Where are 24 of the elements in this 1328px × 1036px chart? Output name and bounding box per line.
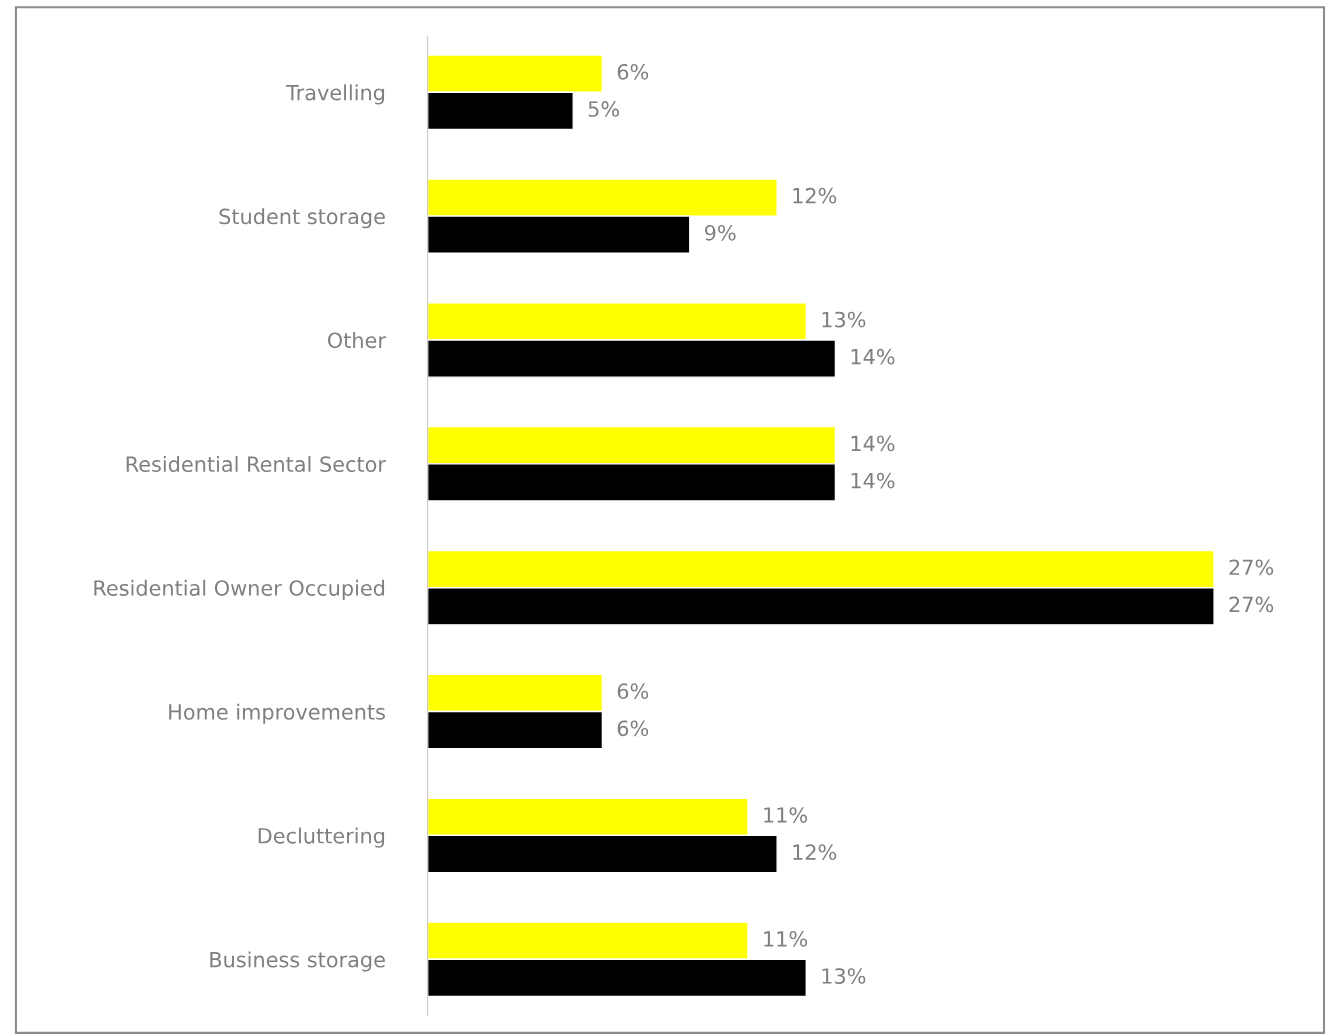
y-tick-label: Home improvements (169, 703, 385, 724)
data-label: 6% (617, 720, 649, 737)
data-label: 11% (764, 807, 808, 823)
data-label: 13% (822, 311, 866, 328)
data-label: 27% (1229, 596, 1274, 613)
data-label: 14% (851, 435, 895, 452)
data-label: 12% (793, 844, 837, 861)
y-tick-label: Residential Rental Sector (126, 455, 386, 473)
data-label: 5% (588, 101, 620, 117)
data-label: 14% (851, 348, 895, 365)
data-label: 6% (617, 683, 649, 700)
y-tick-label: Other (327, 332, 386, 349)
data-label: 6% (617, 63, 649, 80)
y-tick-label: Residential Owner Occupied (94, 579, 385, 600)
y-tick-label: Decluttering (258, 827, 385, 848)
data-label: 27% (1229, 559, 1274, 576)
data-label: 13% (822, 968, 866, 984)
data-label: 11% (764, 931, 808, 947)
data-label: 14% (851, 472, 895, 489)
y-tick-label: Travelling (285, 84, 385, 105)
data-label: 12% (793, 187, 837, 204)
y-tick-label: Student storage (219, 208, 385, 229)
data-label: 9% (704, 224, 736, 241)
y-tick-label: Business storage (210, 951, 385, 972)
